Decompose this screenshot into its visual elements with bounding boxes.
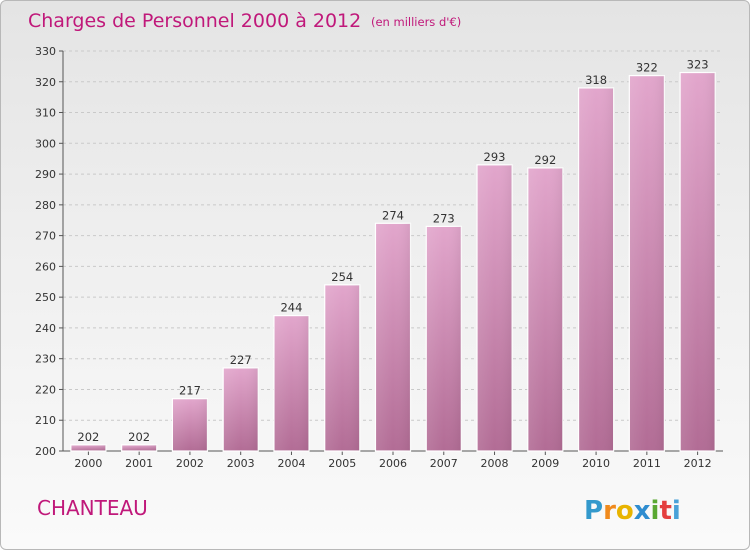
bar-shine [172, 398, 208, 451]
bar-shine [324, 284, 360, 451]
x-tick-label: 2011 [633, 457, 661, 470]
bar-shine [223, 367, 259, 451]
data-label: 323 [687, 58, 709, 72]
data-label: 217 [179, 384, 201, 398]
bars [70, 71, 716, 452]
data-label: 292 [534, 153, 556, 167]
data-label: 318 [585, 73, 607, 87]
y-tick-label: 270 [35, 230, 56, 243]
y-tick-label: 200 [35, 445, 56, 458]
y-tick-label: 240 [35, 322, 56, 335]
x-tick-label: 2008 [481, 457, 509, 470]
y-tick-label: 300 [35, 137, 56, 150]
bar-shine [629, 75, 665, 451]
bar-shine [375, 223, 411, 451]
proxiti-logo: Proxiti [584, 496, 681, 526]
x-tick-label: 2009 [531, 457, 559, 470]
bar-shine [70, 444, 106, 451]
data-label: 254 [331, 270, 353, 284]
logo-text: Proxiti [584, 496, 681, 526]
x-tick-label: 2005 [328, 457, 356, 470]
x-tick-label: 2004 [277, 457, 305, 470]
x-tick-label: 2001 [125, 457, 153, 470]
y-tick-label: 290 [35, 168, 56, 181]
data-labels: 202 202 217 227 244 254 274 273 293 292 318 322 323 [77, 58, 708, 444]
x-tick-label: 2010 [582, 457, 610, 470]
x-tick-label: 2002 [176, 457, 204, 470]
chart-subtitle: (en milliers d'€) [371, 15, 461, 29]
chart-title: Charges de Personnel 2000 à 2012 [28, 10, 361, 32]
y-tick-label: 280 [35, 199, 56, 212]
data-label: 273 [433, 211, 455, 225]
bar-shine [680, 72, 716, 452]
axes: 200 210 220 230 240 250 260 270 280 290 300 310 320 3… [35, 45, 723, 470]
y-tick-label: 330 [35, 45, 56, 58]
data-label: 202 [77, 430, 99, 444]
commune-name: CHANTEAU [37, 496, 148, 520]
y-tick-label: 260 [35, 260, 56, 273]
y-tick-label: 210 [35, 414, 56, 427]
data-label: 322 [636, 61, 658, 75]
data-label: 227 [230, 353, 252, 367]
x-tick-label: 2006 [379, 457, 407, 470]
x-tick-label: 2003 [227, 457, 255, 470]
y-tick-label: 250 [35, 291, 56, 304]
x-tick-label: 2007 [430, 457, 458, 470]
data-label: 244 [280, 301, 302, 315]
y-tick-label: 320 [35, 76, 56, 89]
bar-shine [477, 164, 513, 451]
bar-shine [273, 315, 309, 451]
data-label: 274 [382, 208, 404, 222]
bar-shine [426, 226, 462, 451]
bar-shine [121, 444, 157, 451]
x-tick-label: 2000 [74, 457, 102, 470]
bar-shine [527, 167, 563, 451]
data-label: 293 [484, 150, 506, 164]
y-tick-label: 310 [35, 107, 56, 120]
y-tick-label: 230 [35, 353, 56, 366]
bar-shine [578, 87, 614, 451]
x-tick-label: 2012 [684, 457, 712, 470]
y-tick-label: 220 [35, 383, 56, 396]
data-label: 202 [128, 430, 150, 444]
